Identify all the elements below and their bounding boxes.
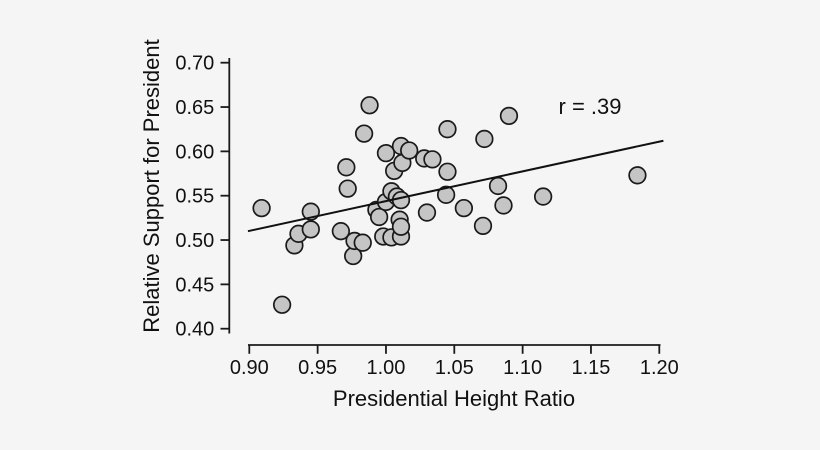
data-point — [301, 220, 320, 239]
data-point — [338, 179, 357, 198]
data-point — [454, 198, 474, 218]
data-point — [400, 141, 419, 160]
trend-line — [247, 139, 664, 233]
x-tick-label: 0.90 — [230, 357, 269, 379]
data-point — [376, 143, 396, 163]
y-tick-label: 0.55 — [175, 186, 214, 208]
x-tick-label: 0.95 — [298, 357, 337, 379]
data-point — [499, 106, 519, 126]
x-tick-label: 1.10 — [503, 357, 542, 379]
data-point — [369, 207, 389, 227]
y-tick-label: 0.65 — [175, 97, 214, 119]
data-point — [475, 129, 494, 149]
y-tick-label: 0.40 — [175, 319, 214, 341]
data-point — [417, 203, 437, 222]
data-point — [252, 198, 271, 218]
data-point — [488, 176, 508, 196]
data-point — [438, 120, 457, 139]
y-tick-label: 0.45 — [175, 274, 214, 296]
data-point — [353, 233, 372, 252]
x-tick-label: 1.20 — [640, 357, 679, 379]
data-point — [423, 150, 442, 169]
correlation-annotation: r = .39 — [558, 94, 622, 119]
data-point — [337, 158, 356, 177]
data-point — [331, 222, 351, 241]
data-point — [391, 217, 411, 236]
y-tick-label: 0.50 — [175, 230, 214, 252]
data-point — [436, 185, 456, 204]
x-tick-label: 1.15 — [571, 357, 610, 379]
data-point — [533, 187, 553, 206]
x-tick-label: 1.00 — [366, 357, 405, 379]
data-point — [473, 216, 493, 235]
x-tick-label: 1.05 — [435, 357, 474, 379]
x-axis-title: Presidential Height Ratio — [332, 386, 576, 411]
y-tick-label: 0.70 — [175, 53, 214, 75]
data-point — [438, 162, 457, 181]
data-point — [272, 295, 292, 314]
data-point — [494, 196, 513, 215]
data-point — [360, 96, 379, 115]
y-tick-label: 0.60 — [175, 141, 214, 163]
data-point — [628, 166, 647, 185]
data-point — [354, 124, 374, 143]
y-axis-title: Relative Support for President — [139, 39, 164, 333]
